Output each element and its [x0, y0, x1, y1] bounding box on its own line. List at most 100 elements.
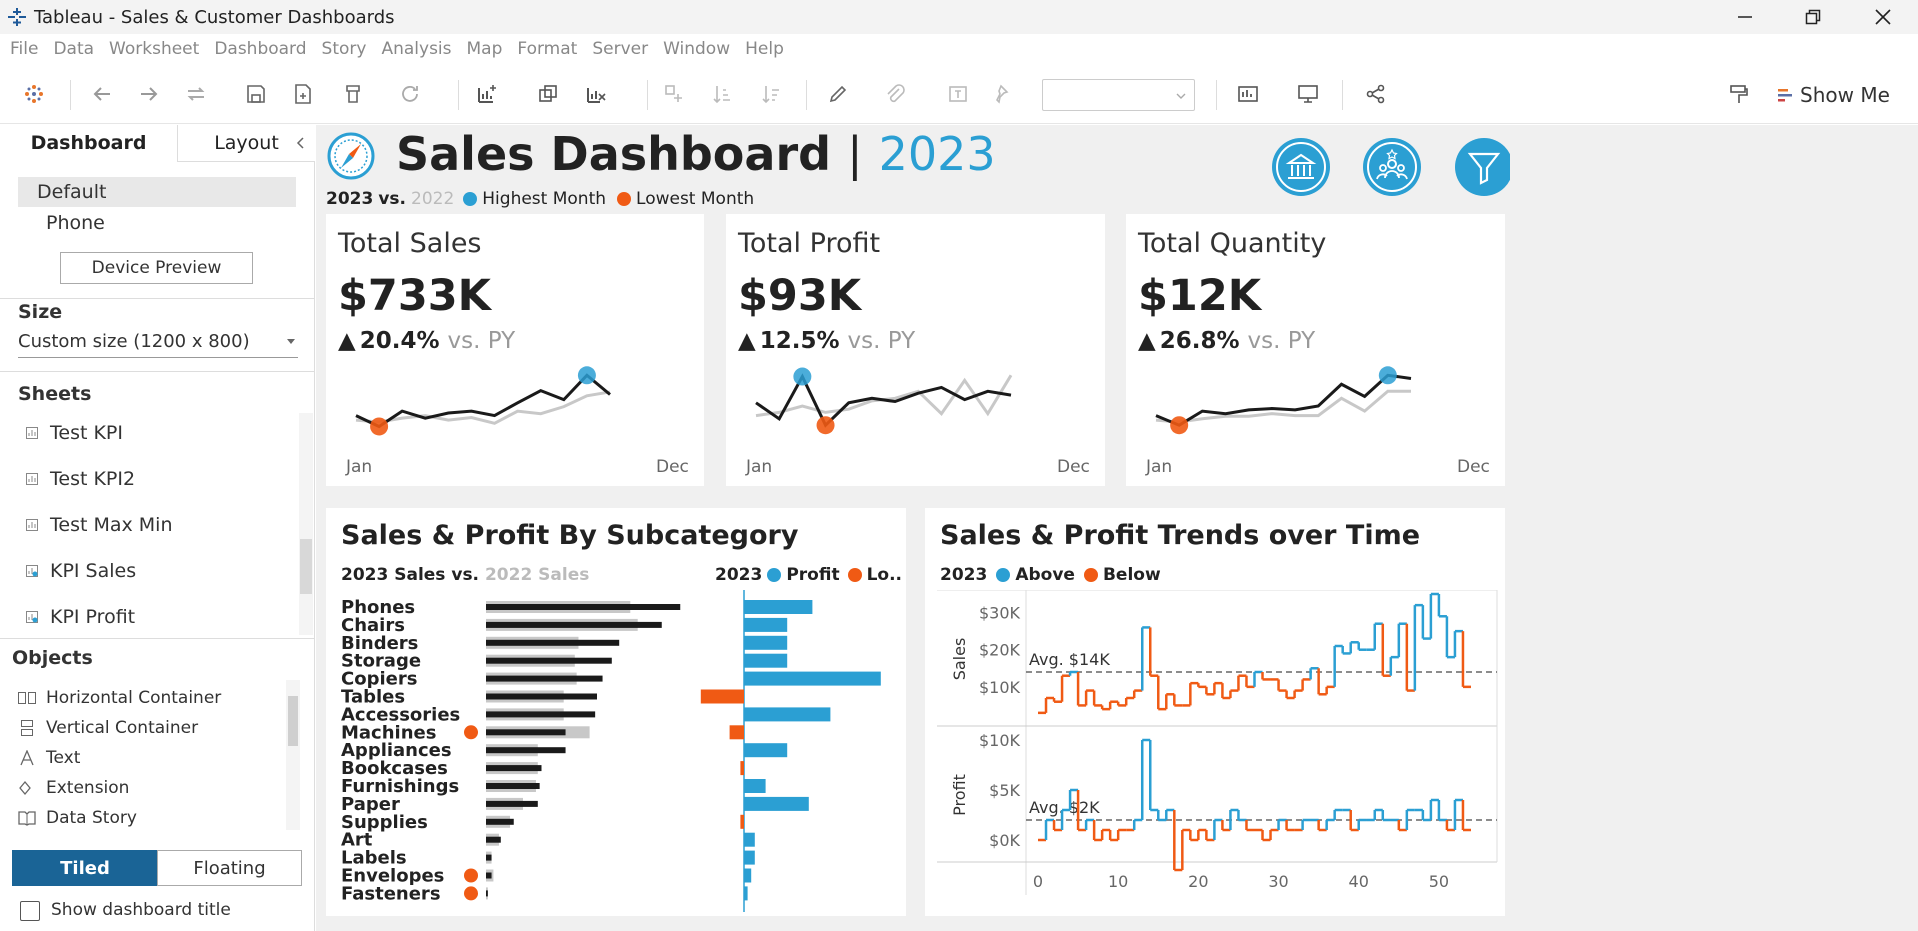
- subcategory-title: Sales & Profit By Subcategory: [341, 520, 799, 551]
- swap-icon[interactable]: [184, 82, 208, 106]
- kpi-title: Total Profit: [738, 228, 881, 259]
- highlight-icon[interactable]: [826, 82, 850, 106]
- undo-icon[interactable]: [90, 82, 114, 106]
- menu-map[interactable]: Map: [466, 39, 503, 59]
- clear-sheet-icon[interactable]: [584, 82, 608, 106]
- up-arrow-icon: ▲: [338, 328, 356, 354]
- device-phone[interactable]: Phone: [46, 212, 105, 234]
- menu-server[interactable]: Server: [592, 39, 649, 59]
- tab-layout[interactable]: Layout: [177, 125, 315, 162]
- sort-descending-icon[interactable]: [759, 82, 783, 106]
- profit-bar: [744, 743, 788, 758]
- sheets-scrollbar[interactable]: [299, 413, 313, 635]
- profit-legend: 2023 Profit Lo..: [715, 565, 902, 585]
- profit-bar: [744, 617, 788, 632]
- new-datasource-icon[interactable]: [291, 82, 315, 106]
- compass-logo-icon: [327, 132, 375, 180]
- menu-worksheet[interactable]: Worksheet: [109, 39, 200, 59]
- show-title-checkbox[interactable]: [20, 901, 40, 921]
- sheet-item[interactable]: Test KPI2: [26, 464, 135, 494]
- fix-axes-icon[interactable]: [992, 82, 1016, 106]
- subcategory-chart: PhonesChairsBindersStorageCopiersTablesA…: [341, 590, 881, 912]
- sheet-item[interactable]: KPI Profit: [26, 602, 135, 632]
- left-pane: Dashboard Layout Default Phone Device Pr…: [0, 125, 315, 931]
- menu-file[interactable]: File: [10, 39, 39, 59]
- spark-start-label: Jan: [746, 457, 773, 477]
- group-members-icon[interactable]: [883, 82, 907, 106]
- sales-legend-previous: 2022 Sales: [484, 565, 590, 585]
- swap-rows-columns-icon[interactable]: [662, 82, 686, 106]
- profit-bar: [744, 707, 831, 722]
- dashboard-year: 2023: [878, 127, 996, 181]
- title-bar: Tableau - Sales & Customer Dashboards: [0, 0, 1918, 34]
- share-icon[interactable]: [1364, 82, 1388, 106]
- object-vertical-container[interactable]: Vertical Container: [18, 715, 198, 741]
- kpi-change-value: 26.8%: [1159, 328, 1240, 354]
- tableau-logo-icon: [8, 8, 26, 26]
- device-default[interactable]: Default: [37, 181, 107, 203]
- tableau-start-icon[interactable]: [22, 82, 46, 106]
- highest-month-marker: [1378, 366, 1397, 385]
- current-year-line: [1155, 373, 1412, 427]
- object-horizontal-container[interactable]: Horizontal Container: [18, 685, 221, 711]
- show-me-button[interactable]: Show Me: [1778, 81, 1890, 109]
- objects-scrollbar[interactable]: [286, 680, 300, 830]
- profit-bar: [700, 689, 744, 704]
- fit-dropdown[interactable]: [1042, 79, 1195, 111]
- show-labels-icon[interactable]: [946, 82, 970, 106]
- show-cards-icon[interactable]: [1236, 82, 1260, 106]
- object-extension[interactable]: Extension: [18, 775, 129, 801]
- device-preview-button[interactable]: Device Preview: [60, 252, 253, 284]
- menu-dashboard[interactable]: Dashboard: [214, 39, 307, 59]
- filter-button-icon[interactable]: [1453, 136, 1515, 198]
- spark-end-label: Dec: [1457, 457, 1490, 477]
- presentation-mode-icon[interactable]: [1296, 82, 1320, 106]
- window-title: Tableau - Sales & Customer Dashboards: [34, 6, 395, 28]
- bank-button-icon[interactable]: [1270, 136, 1332, 198]
- customers-button-icon[interactable]: [1361, 136, 1423, 198]
- dashboard-title-text: Sales Dashboard: [396, 127, 832, 181]
- duplicate-icon[interactable]: [536, 82, 560, 106]
- new-worksheet-icon[interactable]: [475, 82, 499, 106]
- current-sales-bar: [486, 604, 681, 610]
- floating-button[interactable]: Floating: [157, 850, 302, 886]
- close-button[interactable]: [1853, 0, 1913, 34]
- loss-dot: [847, 568, 862, 582]
- format-painter-icon[interactable]: [1727, 82, 1751, 106]
- save-icon[interactable]: [244, 82, 268, 106]
- collapse-pane-icon[interactable]: [296, 137, 306, 149]
- pause-updates-icon[interactable]: [341, 82, 365, 106]
- tiled-button[interactable]: Tiled: [12, 850, 158, 886]
- x-tick-label: 0: [1033, 872, 1043, 891]
- book-icon: [18, 811, 36, 826]
- chevron-down-icon[interactable]: [287, 339, 295, 345]
- menu-analysis[interactable]: Analysis: [381, 39, 452, 59]
- sheet-item[interactable]: Test Max Min: [26, 510, 173, 540]
- kpi-vs-label: vs. PY: [447, 328, 516, 354]
- category-label: Art: [341, 830, 373, 851]
- highest-month-marker: [577, 366, 596, 385]
- menu-data[interactable]: Data: [53, 39, 95, 59]
- menu-story[interactable]: Story: [321, 39, 367, 59]
- worksheet-used-icon: [26, 565, 38, 577]
- sort-ascending-icon[interactable]: [710, 82, 734, 106]
- menu-window[interactable]: Window: [663, 39, 731, 59]
- trends-chart: $30K $20K $10K Avg. $14K Sales $10K $5K $0K Avg.…: [937, 590, 1498, 895]
- category-label: Supplies: [341, 812, 428, 833]
- menu-help[interactable]: Help: [745, 39, 784, 59]
- object-text[interactable]: Text: [18, 745, 80, 771]
- menu-format[interactable]: Format: [517, 39, 578, 59]
- device-default-row[interactable]: [18, 177, 296, 207]
- worksheet-icon: [26, 427, 38, 439]
- minimize-button[interactable]: [1715, 0, 1775, 34]
- tab-dashboard[interactable]: Dashboard: [0, 125, 177, 162]
- current-sales-bar: [486, 621, 662, 628]
- restore-button[interactable]: [1783, 0, 1843, 34]
- redo-icon[interactable]: [137, 82, 161, 106]
- object-data-story[interactable]: Data Story: [18, 805, 137, 831]
- show-me-icon: [1778, 89, 1792, 102]
- size-dropdown[interactable]: Custom size (1200 x 800): [18, 331, 250, 352]
- refresh-icon[interactable]: [398, 82, 422, 106]
- sheet-item[interactable]: KPI Sales: [26, 556, 136, 586]
- sheet-item[interactable]: Test KPI: [26, 418, 123, 448]
